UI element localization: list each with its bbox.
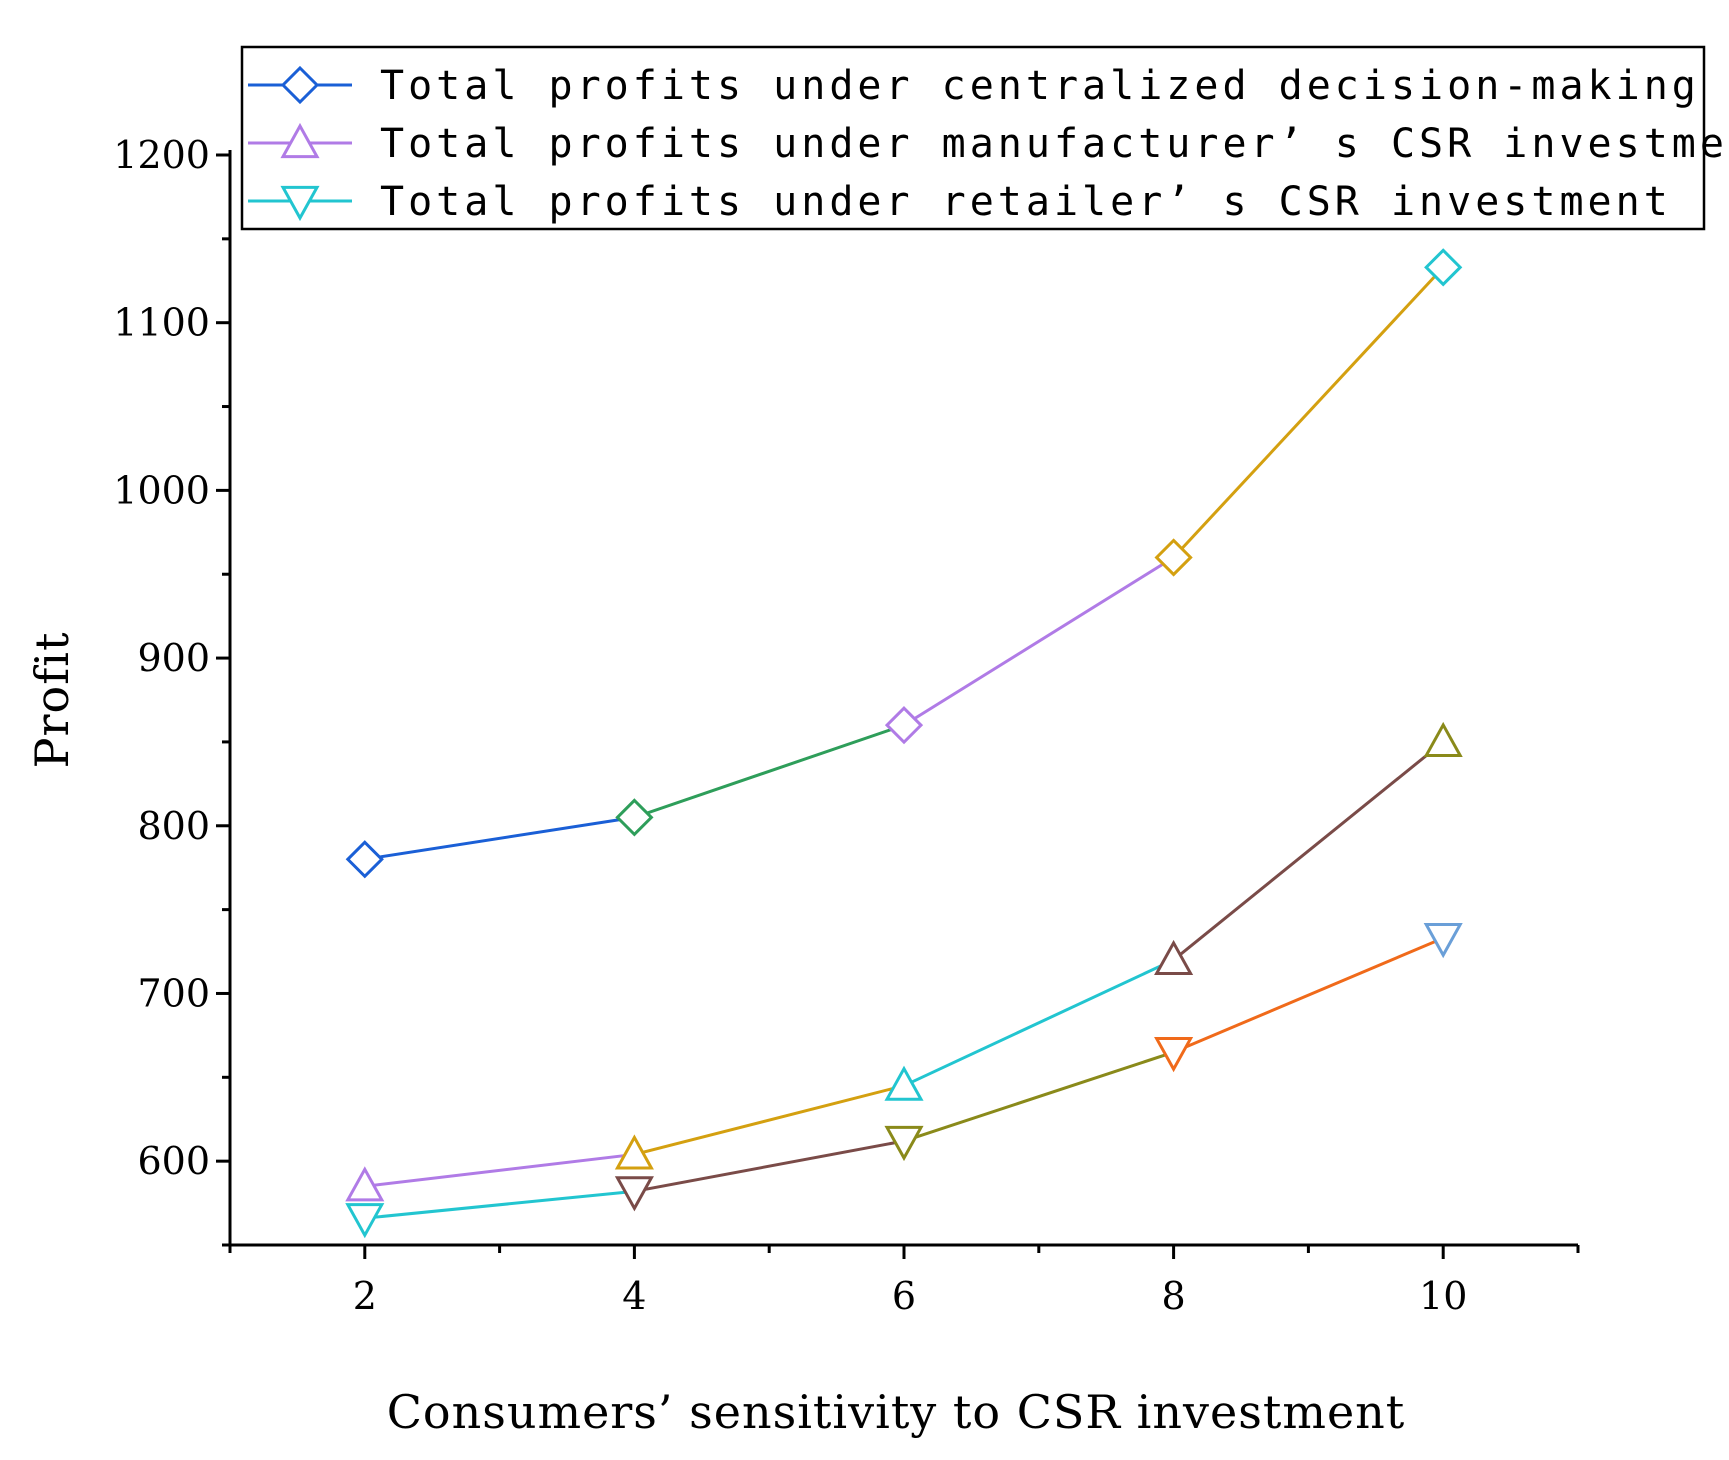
series-line-segment <box>1172 740 1445 962</box>
y-tick-label: 700 <box>137 971 210 1015</box>
legend-label: Total profits under centralized decision… <box>380 63 1700 109</box>
y-tick-label: 1200 <box>113 133 210 177</box>
data-point-diamond <box>1424 248 1463 287</box>
legend: Total profits under centralized decision… <box>240 45 1729 231</box>
data-point-triangle-down <box>1423 923 1463 959</box>
series-line-segment <box>903 1050 1175 1143</box>
x-tick-label: 2 <box>353 1274 377 1318</box>
series-triangle-down <box>345 923 1463 1239</box>
y-tick-label: 1000 <box>113 468 210 512</box>
y-tick-label: 800 <box>137 804 210 848</box>
y-axis-title: Profit <box>25 632 79 769</box>
legend-label: Total profits under manufacturer’ s CSR … <box>380 121 1729 167</box>
series-line-segment <box>364 1189 635 1220</box>
series-line-segment <box>364 815 635 861</box>
axes: 600 700 800 900 1000 1100 1200 2 4 6 8 10 <box>113 133 1580 1318</box>
x-tick-label: 10 <box>1419 1274 1467 1318</box>
series-line-segment <box>903 556 1175 727</box>
series-group <box>345 248 1463 1239</box>
series-line-segment <box>1173 936 1444 1054</box>
data-point-triangle-up <box>345 1166 385 1202</box>
data-point-triangle-down <box>1154 1037 1194 1073</box>
data-point-triangle-up <box>1154 939 1194 976</box>
series-diamond <box>345 248 1463 879</box>
x-tick-label: 8 <box>1162 1274 1186 1318</box>
legend-marker <box>280 122 320 159</box>
data-point-triangle-down <box>614 1176 654 1212</box>
y-tick-label: 1100 <box>113 301 210 345</box>
y-tick-label: 900 <box>137 636 210 680</box>
x-tick-label: 6 <box>892 1274 916 1318</box>
data-point-triangle-down <box>884 1125 924 1162</box>
series-line-segment <box>903 958 1175 1088</box>
series-triangle-up <box>345 721 1463 1202</box>
data-point-triangle-up <box>884 1065 924 1101</box>
legend-marker <box>280 65 320 105</box>
series-line-segment <box>633 723 905 819</box>
data-point-diamond <box>1154 538 1193 577</box>
x-tick-label: 4 <box>622 1274 646 1318</box>
data-point-diamond <box>615 798 654 837</box>
data-point-triangle-up <box>1423 721 1463 758</box>
data-point-triangle-down <box>345 1203 385 1239</box>
series-line-segment <box>634 1139 905 1193</box>
x-axis-title: Consumers’ sensitivity to CSR investment <box>387 1385 1406 1439</box>
legend-box <box>240 45 1706 231</box>
series-line-segment <box>1172 266 1445 559</box>
series-line-segment <box>634 1084 905 1156</box>
data-point-diamond <box>884 706 924 745</box>
legend-label: Total profits under retailer’ s CSR inve… <box>380 179 1672 225</box>
legend-marker <box>280 185 320 222</box>
series-line-segment <box>364 1152 635 1188</box>
y-tick-label: 600 <box>137 1139 210 1183</box>
data-point-diamond <box>345 840 384 879</box>
data-point-triangle-up <box>614 1134 654 1170</box>
